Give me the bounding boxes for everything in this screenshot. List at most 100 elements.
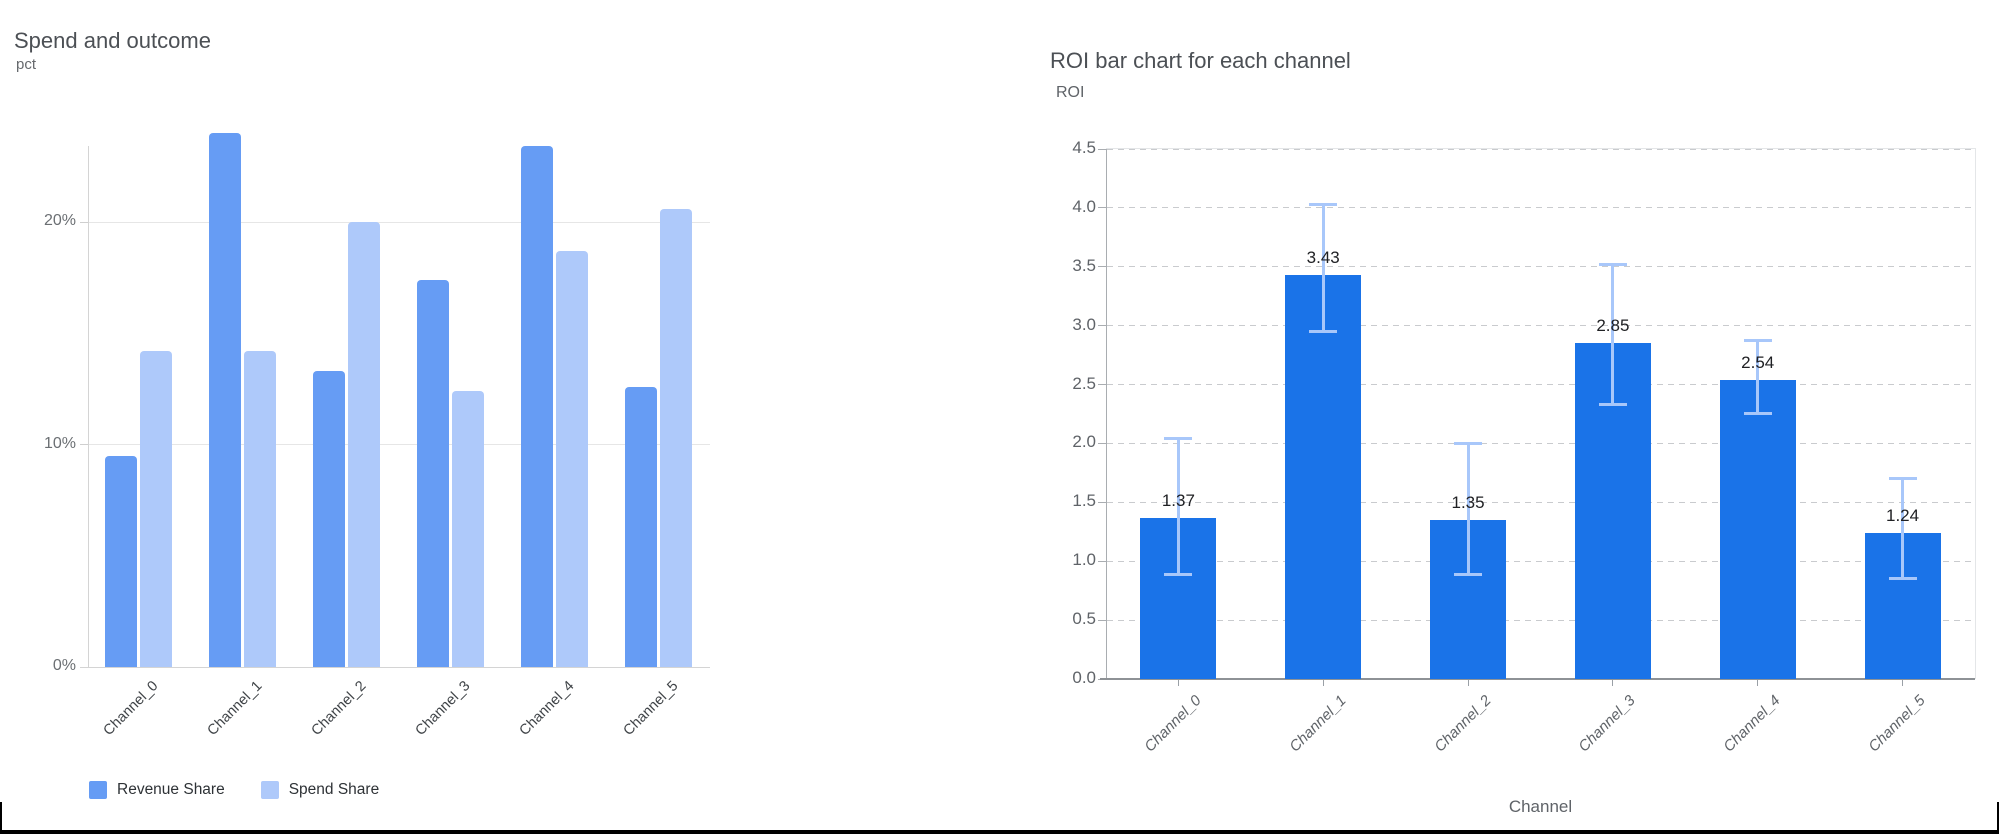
error-bar-cap-bottom-channel_1	[1309, 329, 1338, 333]
right-gridline-1.0	[1107, 560, 1975, 562]
right-ytick-label: 0.0	[1072, 668, 1096, 687]
left-chart-y-unit-label: pct	[16, 56, 37, 73]
bar-revenue-share-channel_2[interactable]	[313, 371, 345, 667]
right-xtick-mark-channel_2	[1467, 680, 1469, 686]
error-bar-cap-top-channel_1	[1309, 203, 1338, 207]
spend-share-legend-label: Spend Share	[288, 781, 380, 798]
error-bar-cap-top-channel_0	[1164, 436, 1193, 440]
error-bar-cap-bottom-channel_5	[1888, 576, 1917, 580]
error-bar-cap-bottom-channel_3	[1598, 402, 1627, 406]
right-ytick-mark	[1098, 148, 1106, 150]
error-bar-line-channel_1	[1321, 204, 1325, 332]
left-y-axis-line	[88, 146, 89, 667]
bar-spend-share-channel_1[interactable]	[244, 351, 276, 667]
bar-revenue-share-channel_1[interactable]	[209, 133, 241, 667]
right-ytick-mark	[1098, 501, 1106, 503]
right-ytick-label: 2.0	[1072, 432, 1096, 452]
right-chart-title: ROI bar chart for each channel	[1050, 48, 1351, 74]
right-xtick-label-channel_5: Channel_5	[1865, 692, 1929, 756]
error-bar-line-channel_3	[1611, 264, 1615, 405]
error-bar-line-channel_5	[1901, 477, 1905, 579]
right-ytick-label: 2.5	[1072, 373, 1096, 393]
error-bar-cap-top-channel_2	[1454, 442, 1483, 446]
right-gridline-4.5	[1107, 148, 1975, 150]
error-bar-cap-bottom-channel_4	[1743, 412, 1772, 415]
bar-revenue-share-channel_3[interactable]	[417, 279, 449, 667]
right-gridline-1.5	[1107, 501, 1975, 503]
bar-spend-share-channel_5[interactable]	[660, 208, 692, 667]
right-plot-right-border	[1975, 148, 1976, 679]
right-ytick-label: 4.5	[1072, 138, 1096, 157]
left-ytick-label: 0%	[52, 657, 76, 674]
bar-spend-share-channel_2[interactable]	[348, 222, 380, 667]
right-ytick-label: 0.5	[1072, 609, 1096, 629]
right-ytick-label: 4.0	[1072, 196, 1096, 216]
bar-roi-channel_4[interactable]	[1719, 379, 1796, 679]
right-xtick-mark-channel_1	[1322, 680, 1324, 686]
left-chart-legend: Revenue Share Spend Share	[89, 781, 379, 799]
error-bar-cap-bottom-channel_2	[1454, 573, 1483, 577]
left-chart-title: Spend and outcome	[14, 28, 211, 54]
window-bottom-border	[0, 830, 1999, 834]
right-gridline-2.5	[1107, 384, 1975, 386]
right-xtick-label-channel_2: Channel_2	[1430, 692, 1495, 756]
spend-share-swatch	[260, 781, 279, 799]
right-ytick-label: 3.5	[1072, 255, 1096, 275]
right-chart-x-axis-title: Channel	[1508, 797, 1573, 816]
bar-spend-share-channel_0[interactable]	[140, 351, 172, 667]
window-right-border	[1997, 802, 1999, 834]
value-label-channel_5: 1.24	[1886, 505, 1920, 525]
right-xtick-label-channel_4: Channel_4	[1720, 692, 1784, 756]
right-xtick-mark-channel_3	[1612, 680, 1614, 686]
error-bar-line-channel_2	[1466, 443, 1470, 576]
value-label-channel_3: 2.85	[1596, 316, 1630, 336]
right-xtick-mark-channel_0	[1177, 680, 1179, 686]
right-ytick-mark	[1098, 619, 1106, 621]
revenue-share-swatch	[89, 781, 107, 799]
legend-item-spend-share: Spend Share	[260, 781, 380, 799]
right-xtick-label-channel_1: Channel_1	[1285, 692, 1350, 756]
bar-revenue-share-channel_5[interactable]	[625, 386, 657, 667]
right-xtick-label-channel_3: Channel_3	[1575, 692, 1639, 756]
error-bar-cap-top-channel_4	[1743, 338, 1772, 342]
right-gridline-2.0	[1107, 442, 1975, 444]
bar-roi-channel_1[interactable]	[1285, 275, 1362, 679]
value-label-channel_1: 3.43	[1306, 248, 1340, 268]
left-gridline-20%	[88, 221, 710, 223]
right-ytick-mark	[1098, 207, 1106, 209]
right-ytick-mark	[1098, 442, 1106, 444]
right-ytick-mark	[1098, 384, 1106, 386]
error-bar-line-channel_4	[1756, 339, 1760, 414]
window-left-border	[0, 802, 2, 834]
right-xtick-mark-channel_4	[1757, 680, 1759, 686]
right-gridline-3.5	[1107, 266, 1975, 268]
right-ytick-label: 3.0	[1072, 314, 1096, 334]
error-bar-line-channel_0	[1176, 437, 1180, 576]
error-bar-cap-top-channel_5	[1888, 476, 1917, 480]
bar-revenue-share-channel_0[interactable]	[105, 455, 137, 667]
right-ytick-label: 1.0	[1072, 550, 1096, 570]
bar-spend-share-channel_3[interactable]	[452, 391, 484, 667]
right-chart-y-axis-label: ROI	[1056, 84, 1085, 101]
right-gridline-3.0	[1107, 325, 1975, 327]
bar-spend-share-channel_4[interactable]	[556, 250, 588, 667]
right-gridline-4.0	[1107, 207, 1975, 209]
left-x-baseline	[80, 666, 710, 668]
value-label-channel_4: 2.54	[1741, 352, 1775, 372]
right-gridline-0.5	[1107, 619, 1975, 621]
right-xtick-mark-channel_5	[1902, 680, 1904, 686]
left-ytick-label: 10%	[43, 434, 76, 452]
right-ytick-mark	[1098, 325, 1106, 327]
legend-item-revenue-share: Revenue Share	[89, 781, 225, 799]
error-bar-cap-bottom-channel_0	[1164, 573, 1193, 577]
right-x-baseline	[1100, 678, 1975, 680]
right-xtick-label-channel_0: Channel_0	[1141, 692, 1205, 756]
left-ytick-mark	[80, 221, 88, 223]
revenue-share-legend-label: Revenue Share	[117, 781, 225, 798]
bar-revenue-share-channel_4[interactable]	[521, 146, 553, 667]
value-label-channel_0: 1.37	[1161, 490, 1195, 510]
left-ytick-mark	[80, 444, 88, 445]
